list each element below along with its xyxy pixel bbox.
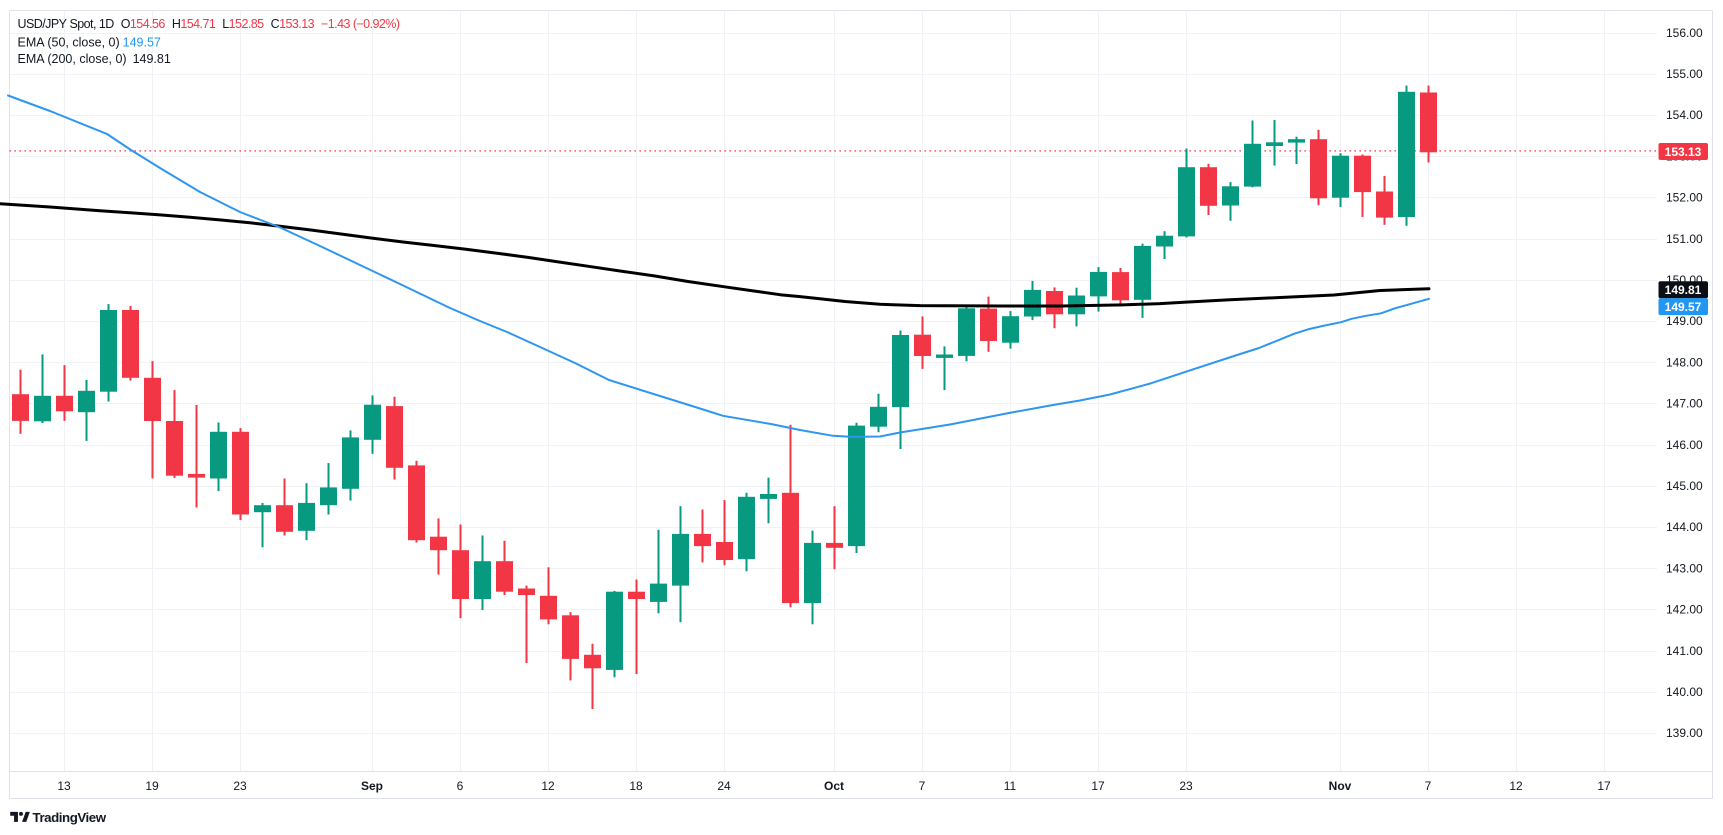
svg-text:155.00: 155.00: [1666, 67, 1703, 81]
svg-text:152.00: 152.00: [1666, 191, 1703, 205]
svg-text:23: 23: [233, 779, 247, 793]
svg-text:7: 7: [1425, 779, 1432, 793]
svg-text:17: 17: [1091, 779, 1105, 793]
svg-text:24: 24: [717, 779, 731, 793]
svg-text:23: 23: [1179, 779, 1193, 793]
svg-text:EMA (200, close, 0)149.81: EMA (200, close, 0) 149.81: [18, 52, 171, 66]
svg-text:149.81: 149.81: [1665, 283, 1702, 297]
svg-text:143.00: 143.00: [1666, 561, 1703, 575]
svg-text:151.00: 151.00: [1666, 232, 1703, 246]
svg-text:139.00: 139.00: [1666, 726, 1703, 740]
svg-text:6: 6: [457, 779, 464, 793]
svg-text:149.00: 149.00: [1666, 314, 1703, 328]
svg-text:Sep: Sep: [361, 779, 383, 793]
svg-text:148.00: 148.00: [1666, 355, 1703, 369]
svg-text:146.00: 146.00: [1666, 438, 1703, 452]
svg-text:13: 13: [57, 779, 71, 793]
svg-text:Nov: Nov: [1329, 779, 1352, 793]
svg-text:TradingView: TradingView: [33, 810, 107, 825]
svg-text:12: 12: [1509, 779, 1523, 793]
svg-text:Oct: Oct: [824, 779, 844, 793]
svg-text:142.00: 142.00: [1666, 603, 1703, 617]
svg-text:19: 19: [145, 779, 159, 793]
svg-text:18: 18: [629, 779, 643, 793]
svg-text:17: 17: [1597, 779, 1611, 793]
svg-text:140.00: 140.00: [1666, 685, 1703, 699]
svg-text:EMA (50, close, 0)149.57: EMA (50, close, 0) 149.57: [18, 36, 161, 50]
svg-text:156.00: 156.00: [1666, 26, 1703, 40]
svg-text:147.00: 147.00: [1666, 397, 1703, 411]
svg-text:144.00: 144.00: [1666, 520, 1703, 534]
svg-text:12: 12: [541, 779, 555, 793]
svg-text:153.13: 153.13: [1665, 145, 1702, 159]
svg-text:7: 7: [919, 779, 926, 793]
svg-text:149.57: 149.57: [1665, 300, 1702, 314]
svg-text:145.00: 145.00: [1666, 479, 1703, 493]
svg-text:141.00: 141.00: [1666, 644, 1703, 658]
svg-text:154.00: 154.00: [1666, 108, 1703, 122]
svg-text:11: 11: [1004, 779, 1017, 793]
